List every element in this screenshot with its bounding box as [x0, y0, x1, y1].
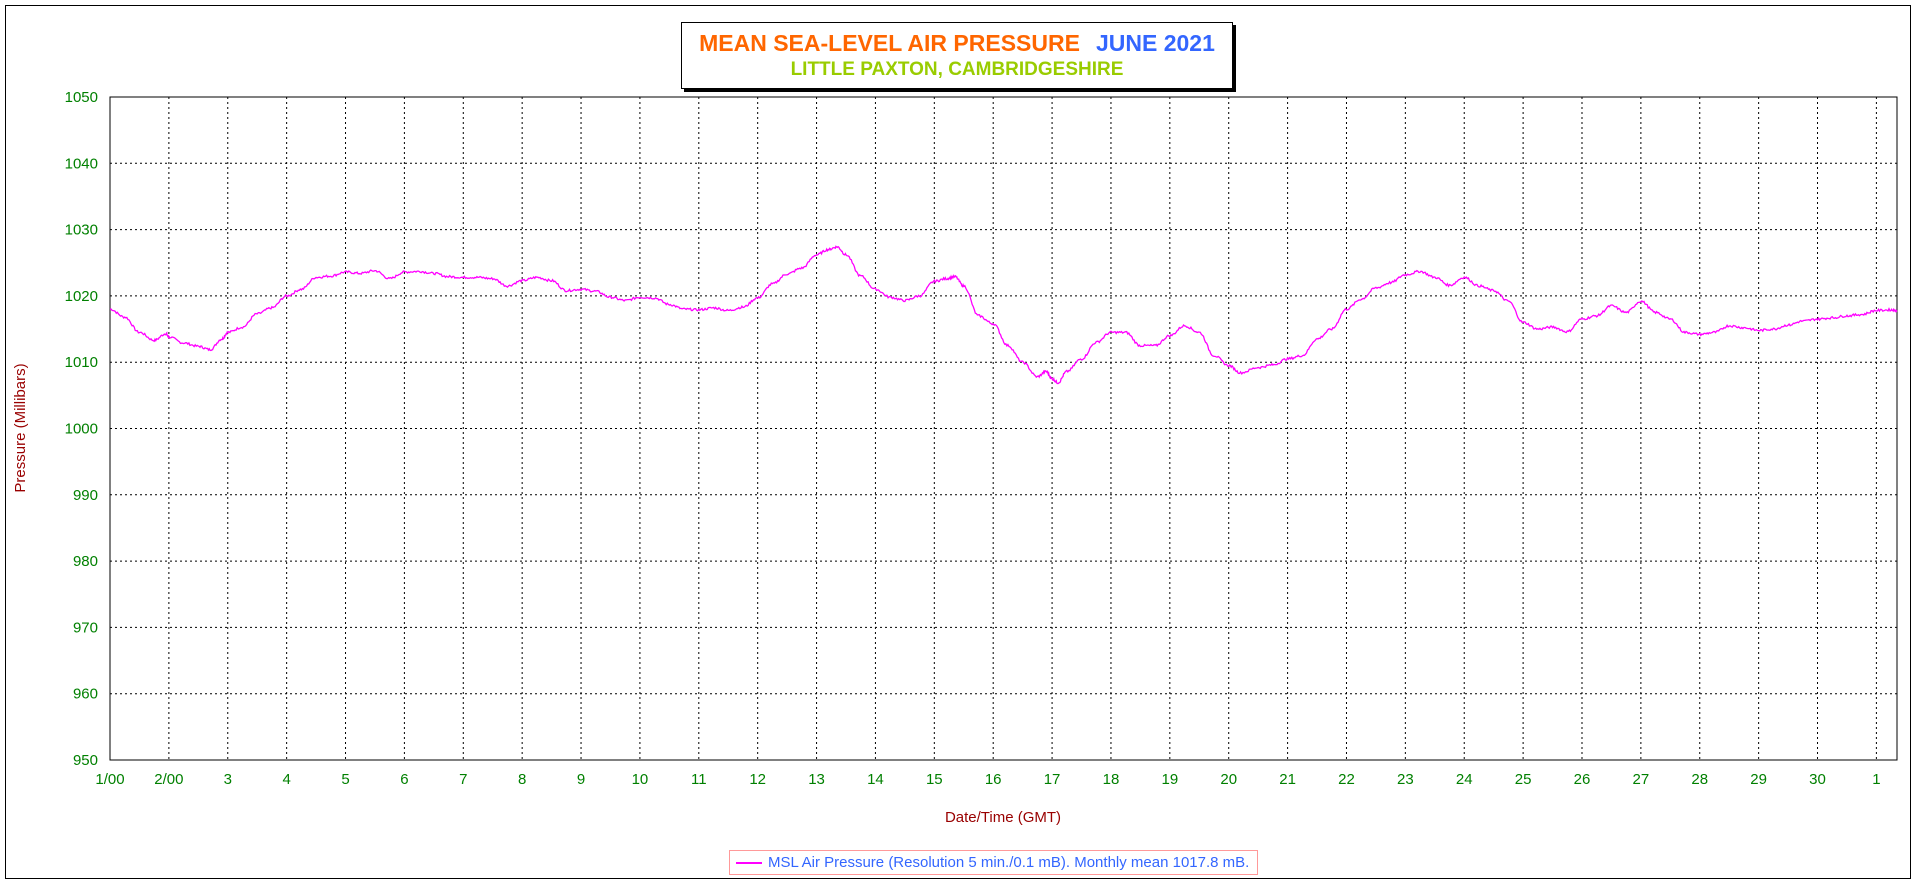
- x-tick-label: 18: [1103, 771, 1120, 788]
- legend-label: MSL Air Pressure (Resolution 5 min./0.1 …: [768, 854, 1250, 871]
- x-tick-label: 29: [1750, 771, 1767, 788]
- x-tick-label: 2/00: [154, 771, 183, 788]
- x-tick-label: 17: [1044, 771, 1061, 788]
- x-tick-label: 25: [1515, 771, 1532, 788]
- x-tick-label: 10: [632, 771, 649, 788]
- y-tick-label: 1050: [65, 89, 98, 106]
- x-tick-label: 16: [985, 771, 1002, 788]
- chart-title-box: MEAN SEA-LEVEL AIR PRESSURE JUNE 2021 LIT…: [681, 22, 1233, 89]
- x-axis-label: Date/Time (GMT): [945, 809, 1061, 826]
- y-tick-label: 980: [73, 553, 98, 570]
- y-tick-label: 960: [73, 686, 98, 703]
- y-tick-labels: 950 960 970 980 990 1000 1010 1020 1030 1040 1050: [65, 89, 98, 769]
- x-tick-label: 6: [400, 771, 408, 788]
- y-tick-label: 950: [73, 752, 98, 769]
- x-tick-label: 1: [1872, 771, 1880, 788]
- x-tick-label: 11: [691, 771, 707, 788]
- x-tick-label: 22: [1338, 771, 1355, 788]
- y-tick-label: 970: [73, 619, 98, 636]
- x-tick-label: 13: [808, 771, 825, 788]
- x-tick-label: 3: [224, 771, 232, 788]
- x-tick-label: 21: [1279, 771, 1296, 788]
- x-tick-label: 24: [1456, 771, 1473, 788]
- x-tick-label: 26: [1574, 771, 1591, 788]
- x-tick-label: 15: [926, 771, 943, 788]
- y-tick-label: 1020: [65, 288, 98, 305]
- chart-subtitle: LITTLE PAXTON, CAMBRIDGESHIRE: [790, 59, 1124, 80]
- chart-frame: [5, 5, 1911, 879]
- y-tick-label: 1040: [65, 155, 98, 172]
- x-tick-label: 7: [459, 771, 467, 788]
- chart-title: MEAN SEA-LEVEL AIR PRESSURE: [699, 30, 1080, 56]
- plot-area: [109, 96, 1898, 761]
- x-tick-label: 4: [282, 771, 290, 788]
- legend: MSL Air Pressure (Resolution 5 min./0.1 …: [729, 850, 1259, 875]
- y-tick-label: 1000: [65, 421, 98, 438]
- grid-layer: [110, 97, 1897, 760]
- x-tick-label: 1/00: [95, 771, 124, 788]
- x-tick-label: 30: [1809, 771, 1826, 788]
- x-tick-label: 5: [341, 771, 349, 788]
- series-line-msl-pressure: [109, 245, 1898, 385]
- x-tick-label: 12: [749, 771, 766, 788]
- x-tick-label: 27: [1633, 771, 1650, 788]
- y-tick-label: 990: [73, 487, 98, 504]
- y-tick-label: 1030: [65, 222, 98, 239]
- x-tick-label: 8: [518, 771, 526, 788]
- x-tick-label: 9: [577, 771, 585, 788]
- x-tick-labels: 1/00 2/00 3 4 5 6 7 8 9 10 11 12 13 14 15 16 17 18 19 20 21 2…: [95, 771, 1880, 788]
- x-tick-label: 23: [1397, 771, 1414, 788]
- legend-swatch: [736, 861, 762, 864]
- x-tick-label: 14: [867, 771, 884, 788]
- chart-title-month: JUNE 2021: [1095, 30, 1215, 56]
- y-tick-label: 1010: [65, 354, 98, 371]
- x-tick-label: 20: [1220, 771, 1237, 788]
- x-tick-label: 19: [1161, 771, 1178, 788]
- x-tick-label: 28: [1691, 771, 1708, 788]
- y-axis-label: Pressure (Millibars): [12, 363, 29, 492]
